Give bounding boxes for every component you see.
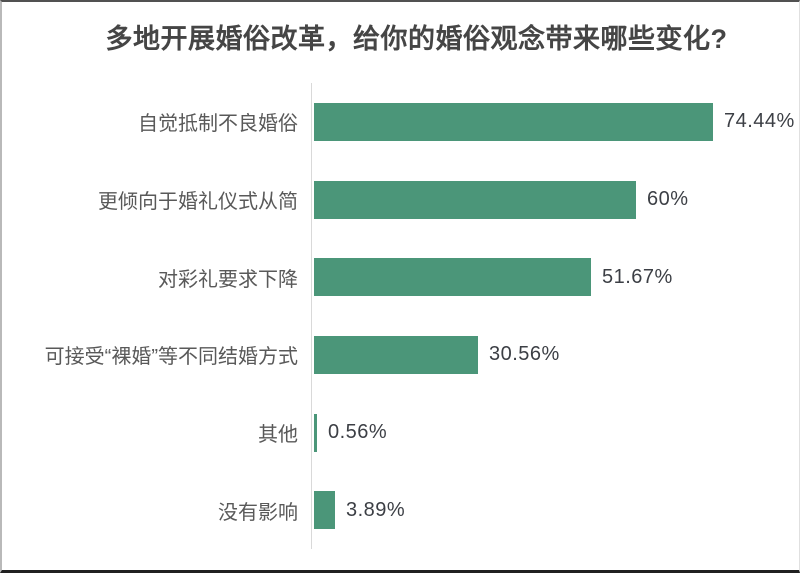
category-label: 可接受“裸婚”等不同结婚方式 <box>44 346 298 369</box>
bar-1 <box>314 102 713 141</box>
bar-track: 3.89% <box>314 491 799 530</box>
chart-row: 没有影响 3.89% <box>2 471 799 549</box>
y-axis-line <box>311 83 312 549</box>
bar-track: 0.56% <box>314 413 799 452</box>
plot-area: 自觉抵制不良婚俗 74.44% 更倾向于婚礼仪式从简 60% 对彩礼要求下降 51.67%… <box>2 83 799 549</box>
bar-2 <box>314 180 636 219</box>
value-label: 60% <box>647 188 689 210</box>
chart-title: 多地开展婚俗改革，给你的婚俗观念带来哪些变化? <box>105 24 728 54</box>
category-label: 对彩礼要求下降 <box>158 268 298 291</box>
bar-track: 30.56% <box>314 335 799 374</box>
category-label: 更倾向于婚礼仪式从简 <box>98 191 298 213</box>
category-label: 没有影响 <box>218 501 298 524</box>
value-label: 74.44% <box>724 110 795 133</box>
value-label: 51.67% <box>602 265 673 288</box>
bar-6 <box>314 491 335 530</box>
chart-row: 其他 0.56% <box>2 394 799 472</box>
bar-track: 60% <box>314 180 799 219</box>
value-label: 30.56% <box>489 343 560 366</box>
bar-rows: 自觉抵制不良婚俗 74.44% 更倾向于婚礼仪式从简 60% 对彩礼要求下降 51.67%… <box>2 83 799 549</box>
bar-4 <box>314 335 478 374</box>
chart-row: 更倾向于婚礼仪式从简 60% <box>2 161 799 239</box>
category-label: 其他 <box>258 424 298 447</box>
value-label: 3.89% <box>346 498 406 521</box>
bar-3 <box>314 258 591 297</box>
value-label: 0.56% <box>328 421 388 444</box>
bar-5 <box>314 413 317 452</box>
bar-track: 74.44% <box>314 102 799 141</box>
chart-row: 可接受“裸婚”等不同结婚方式 30.56% <box>2 316 799 394</box>
category-label: 自觉抵制不良婚俗 <box>138 113 298 136</box>
bar-track: 51.67% <box>314 258 799 297</box>
chart-row: 自觉抵制不良婚俗 74.44% <box>2 83 799 161</box>
chart-row: 对彩礼要求下降 51.67% <box>2 238 799 316</box>
